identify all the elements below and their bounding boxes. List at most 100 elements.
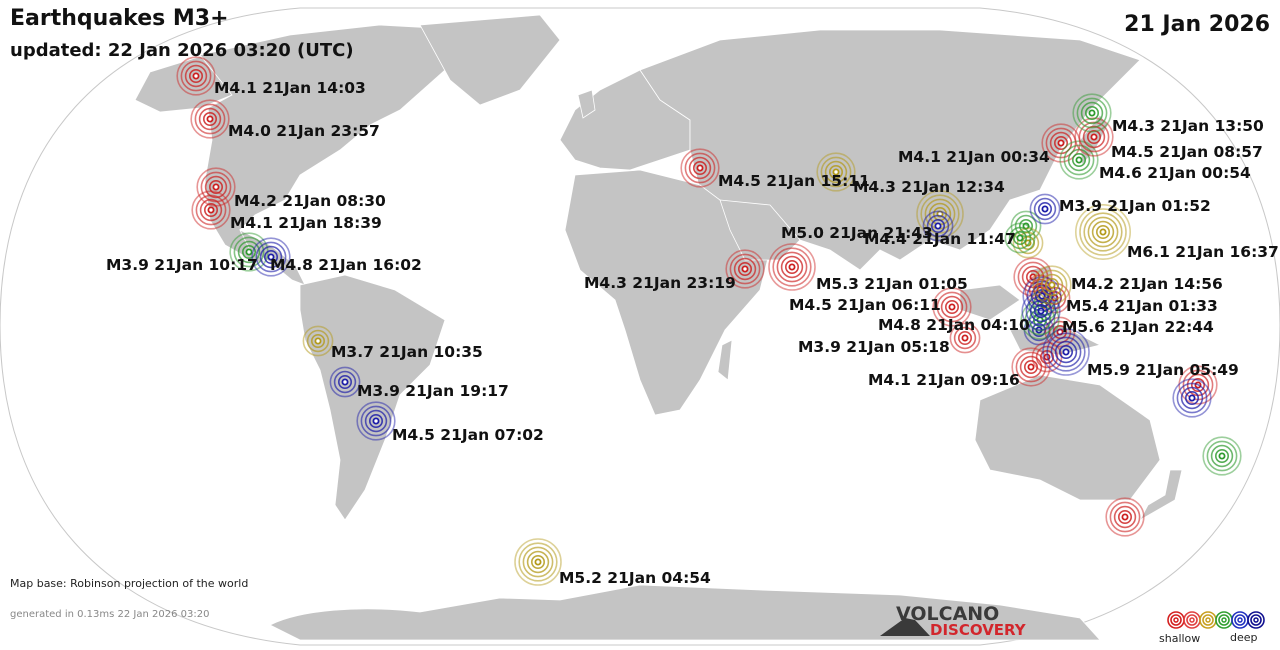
quake-marker-0[interactable] (176, 56, 216, 96)
quake-ring (184, 64, 208, 88)
quake-marker-1[interactable] (190, 99, 230, 139)
quake-label-20: M4.1 21Jan 09:16 (868, 371, 1020, 389)
quake-marker-extra-12[interactable] (1004, 222, 1036, 254)
quake-ring (1032, 265, 1072, 305)
quake-epicenter (696, 164, 704, 172)
quake-marker-11[interactable] (725, 249, 765, 289)
legend-dot-2 (1205, 617, 1211, 623)
quake-epicenter (207, 206, 215, 214)
quake-ring (195, 194, 227, 226)
quake-marker-15[interactable] (1041, 123, 1081, 163)
quake-label-12: M5.3 21Jan 01:05 (816, 275, 968, 293)
quake-marker-20[interactable] (1011, 347, 1051, 387)
legend-dot-4 (1237, 617, 1243, 623)
quake-ring (198, 107, 222, 131)
depth-legend: shallow deep (1159, 611, 1265, 645)
quake-marker-6[interactable] (302, 325, 334, 357)
quake-ring (1015, 351, 1047, 383)
quake-label-16: M4.4 21Jan 11:47 (864, 230, 1016, 248)
quake-marker-29[interactable] (1072, 93, 1112, 133)
quake-label-9: M5.2 21Jan 04:54 (559, 569, 711, 587)
quake-ring (1021, 291, 1061, 331)
quake-ring (1172, 378, 1212, 418)
quake-ring (191, 190, 231, 230)
legend-dot-5 (1253, 617, 1259, 623)
quake-ring (1178, 365, 1218, 405)
quake-marker-10[interactable] (680, 148, 720, 188)
quake-ring (1049, 131, 1073, 155)
quake-ring (306, 329, 330, 353)
quake-marker-22[interactable] (1021, 291, 1061, 331)
quake-ring (1044, 316, 1076, 348)
quake-ring (1036, 269, 1068, 301)
quake-marker-27[interactable] (1059, 140, 1099, 180)
quake-marker-7[interactable] (329, 366, 361, 398)
quake-marker-extra-10[interactable] (1202, 436, 1242, 476)
quake-ring (1202, 436, 1242, 476)
quake-marker-4[interactable] (229, 232, 269, 272)
quake-epicenter (1090, 133, 1098, 141)
quake-ring (356, 401, 396, 441)
quake-marker-5[interactable] (251, 237, 291, 277)
quake-ring (729, 253, 761, 285)
quake-marker-18[interactable] (949, 322, 981, 354)
quake-marker-24[interactable] (1032, 265, 1072, 305)
quake-marker-17[interactable] (932, 287, 972, 327)
quake-marker-extra-9[interactable] (1172, 378, 1212, 418)
quake-marker-16[interactable] (922, 210, 954, 242)
quake-label-14: M4.3 21Jan 12:34 (853, 178, 1005, 196)
quake-marker-21[interactable] (1042, 328, 1090, 376)
quake-marker-28[interactable] (1074, 117, 1114, 157)
quake-marker-25[interactable] (1029, 193, 1061, 225)
quake-ring (1054, 340, 1078, 364)
quake-ring (692, 161, 707, 176)
quake-ring (1034, 303, 1049, 318)
quake-ring (1206, 440, 1238, 472)
quake-ring (936, 291, 968, 323)
quake-label-21: M5.9 21Jan 05:49 (1087, 361, 1239, 379)
quake-ring (1029, 299, 1053, 323)
quake-ring (920, 194, 960, 234)
quake-epicenter (741, 265, 749, 273)
quake-label-28: M4.5 21Jan 08:57 (1111, 143, 1263, 161)
map-base-note: Map base: Robinson projection of the wor… (10, 577, 249, 590)
legend-ring-5 (1250, 614, 1262, 626)
quake-ring (1040, 273, 1064, 297)
quake-label-7: M3.9 21Jan 19:17 (357, 382, 509, 400)
quake-epicenter (267, 253, 275, 261)
quake-ring (526, 550, 550, 574)
quake-ring (1050, 336, 1082, 368)
quake-epicenter (1121, 513, 1129, 521)
quake-epicenter (534, 558, 542, 566)
quake-ring (1075, 204, 1132, 261)
quake-marker-9[interactable] (514, 538, 562, 586)
quake-ring (1180, 386, 1204, 410)
quake-marker-extra-11[interactable] (1105, 497, 1145, 537)
quake-label-23: M5.4 21Jan 01:33 (1066, 297, 1218, 315)
quake-ring (768, 243, 816, 291)
quake-ring (263, 250, 278, 265)
quake-ring (242, 245, 257, 260)
quake-label-22: M5.6 21Jan 22:44 (1062, 318, 1214, 336)
quake-ring (1019, 355, 1043, 379)
quake-ring (1021, 265, 1045, 289)
quake-label-17: M4.5 21Jan 06:11 (789, 296, 941, 314)
quake-marker-12[interactable] (768, 243, 816, 291)
quake-ring (1067, 148, 1091, 172)
quake-ring (1082, 125, 1106, 149)
landmass (134, 14, 1183, 641)
quake-marker-8[interactable] (356, 401, 396, 441)
page-title: Earthquakes M3+ (10, 6, 229, 31)
quake-label-0: M4.1 21Jan 14:03 (214, 79, 366, 97)
quake-marker-26[interactable] (1075, 204, 1132, 261)
legend-ring-5 (1247, 611, 1265, 629)
quake-ring (209, 180, 224, 195)
quake-epicenter (341, 378, 349, 386)
quake-epicenter (1048, 281, 1056, 289)
quake-marker-3[interactable] (191, 190, 231, 230)
quake-ring (194, 103, 226, 135)
quake-epicenter (961, 334, 969, 342)
quake-marker-13[interactable] (816, 152, 856, 192)
quake-epicenter (1016, 234, 1024, 242)
generated-note: generated in 0.13ms 22 Jan 2026 03:20 (10, 609, 210, 620)
